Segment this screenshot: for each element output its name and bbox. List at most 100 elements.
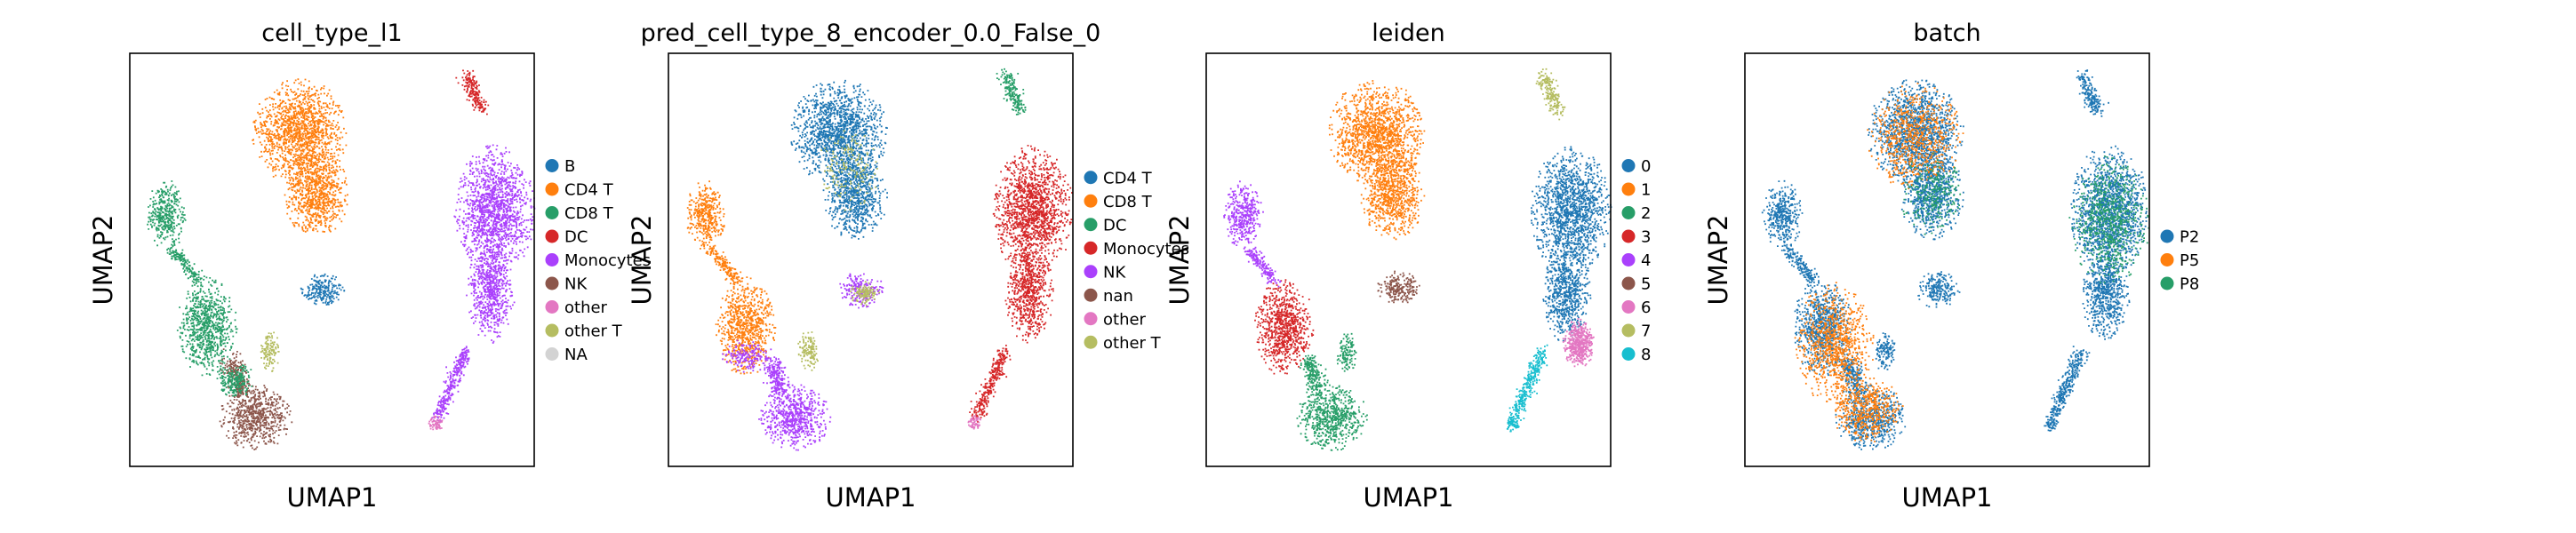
cluster-rightTip [428, 415, 444, 431]
cluster-topCenter [284, 150, 348, 233]
legend: B CD4 T CD8 T DC Monocytes NK other other T NA [545, 157, 651, 364]
cluster-bigRight [466, 245, 516, 344]
cluster-topCenter [790, 79, 888, 186]
scatter-points [1223, 68, 1612, 451]
cluster-bridgeA [1243, 240, 1282, 288]
legend-marker [545, 276, 559, 290]
cluster-lowOtherT [1336, 332, 1357, 372]
cluster-topRight [455, 69, 490, 115]
legend-marker [545, 323, 559, 338]
cluster-accent [1834, 378, 1904, 442]
y-axis-label: UMAP2 [1703, 214, 1733, 305]
y-axis-label: UMAP2 [88, 214, 118, 305]
legend-marker [1084, 194, 1098, 208]
cluster-leftUpper [1223, 180, 1264, 246]
cluster-bigRight [1531, 146, 1612, 278]
x-axis-label: UMAP1 [1901, 482, 1992, 513]
cluster-bridgeA [705, 244, 744, 286]
legend-label: NK [564, 275, 588, 294]
cluster-bigRight [453, 144, 536, 277]
legend-marker [545, 206, 559, 219]
legend-marker [1621, 323, 1636, 338]
legend-label: 6 [1641, 298, 1651, 317]
cluster-bigRight [1542, 244, 1592, 342]
legend-marker [545, 253, 559, 266]
cluster-leftMid [1254, 279, 1315, 375]
legend-label: 4 [1641, 251, 1651, 270]
cluster-leftUpper [686, 180, 725, 250]
legend-label: 2 [1641, 204, 1651, 223]
cluster-topRight [2076, 69, 2109, 117]
cluster-topCenter [822, 150, 888, 240]
legend-label: other T [1103, 334, 1162, 353]
legend-marker [1084, 335, 1098, 349]
cluster-topRight [996, 68, 1027, 115]
cluster-leftUpper [147, 180, 187, 247]
cluster-accent [820, 130, 878, 211]
cluster-accent [722, 339, 767, 373]
legend-label: 1 [1641, 181, 1651, 200]
legend-marker [1084, 312, 1098, 326]
legend-marker [1084, 241, 1098, 255]
legend-marker [545, 300, 559, 314]
legend-marker [545, 182, 559, 196]
plot-frame [668, 52, 1074, 467]
legend-label: 8 [1641, 346, 1651, 364]
legend-label: Monocytes [564, 251, 651, 270]
chart-title: leiden [1372, 20, 1444, 47]
plot-frame [1205, 52, 1612, 467]
umap-panel-4: batch UMAP1 UMAP2 P2 P5 P8 [1703, 20, 2199, 513]
legend-marker [1084, 288, 1098, 302]
cluster-bigRight [992, 145, 1073, 278]
cluster-rightTip [967, 415, 981, 430]
legend-marker [2160, 253, 2174, 266]
cluster-leftLow [758, 384, 832, 451]
legend-label: CD8 T [1103, 193, 1153, 211]
cluster-accent [1867, 83, 1964, 190]
legend-label: CD8 T [564, 204, 614, 223]
cluster-rightTail [2045, 346, 2091, 419]
legend-marker [2160, 229, 2174, 243]
cluster-leftLow [1296, 384, 1368, 451]
cluster-accent [216, 364, 253, 397]
cluster-smallMid [1917, 271, 1961, 308]
y-axis-label: UMAP2 [627, 214, 657, 305]
legend-marker [1621, 276, 1636, 290]
cluster-leftMid [1794, 281, 1853, 377]
legend-marker [1084, 171, 1098, 185]
chart-title: cell_type_l1 [261, 20, 402, 47]
cluster-bridgeA [166, 243, 205, 287]
legend: 0 1 2 3 4 5 6 7 8 [1621, 157, 1651, 364]
legend-label: CD4 T [1103, 169, 1153, 187]
cluster-leftLow [219, 385, 293, 450]
legend-marker [1084, 218, 1098, 232]
cluster-leftUpper [1761, 179, 1804, 247]
legend-label: other [1103, 310, 1147, 329]
cluster-leftMid [176, 276, 238, 377]
legend-label: 0 [1641, 157, 1651, 176]
legend-marker [1621, 300, 1636, 314]
scatter-points [147, 69, 536, 450]
umap-panel-3: leiden UMAP1 UMAP2 0 1 2 3 4 5 6 7 8 [1164, 20, 1651, 513]
plot-frame [1744, 52, 2150, 467]
chart-title: pred_cell_type_8_encoder_0.0_False_0 [641, 20, 1101, 47]
legend: CD4 T CD8 T DC Monocytes NK nan other other T [1084, 169, 1189, 353]
legend-marker [545, 229, 559, 243]
cluster-topCenter [252, 78, 348, 185]
legend-marker [545, 159, 559, 172]
scatter-points [1761, 69, 2150, 450]
x-axis-label: UMAP1 [286, 482, 377, 513]
cluster-topCenter [1900, 149, 1964, 241]
x-axis-label: UMAP1 [1363, 482, 1453, 513]
cluster-topCenter [1328, 80, 1426, 187]
legend-label: NA [564, 346, 588, 364]
legend: P2 P5 P8 [2160, 228, 2199, 294]
legend-label: P2 [2180, 228, 2199, 247]
legend-marker [1621, 229, 1636, 243]
legend-label: Monocytes [1103, 240, 1189, 259]
scatter-points [686, 68, 1073, 451]
legend-marker [545, 347, 559, 361]
legend-label: B [564, 157, 575, 176]
chart-title: batch [1913, 20, 1980, 47]
